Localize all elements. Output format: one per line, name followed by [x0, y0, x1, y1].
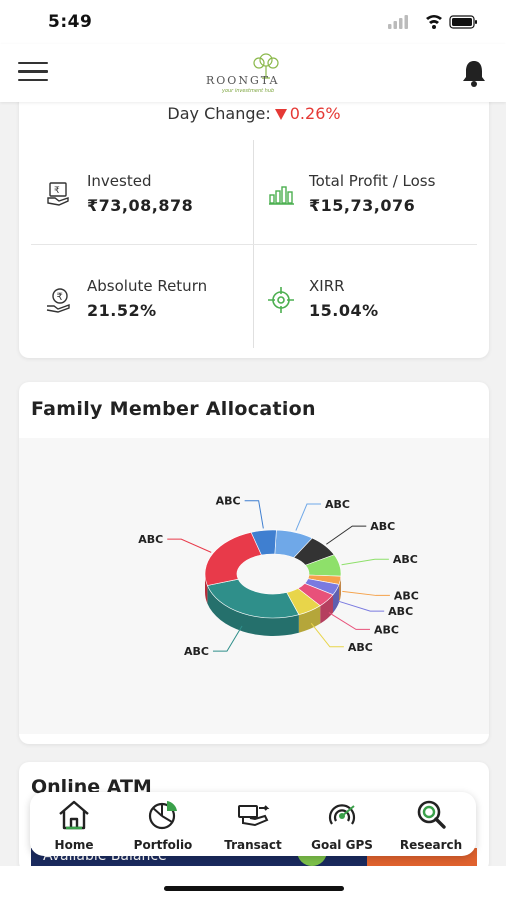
donut-side-6 [298, 605, 321, 633]
tab-research[interactable]: Research [391, 798, 471, 854]
donut-label-1: ABC [370, 520, 395, 533]
down-arrow-icon [274, 109, 287, 120]
signal-icon [388, 15, 408, 29]
donut-label-5: ABC [374, 623, 399, 636]
donut-leader-9 [244, 500, 264, 529]
status-time: 5:49 [48, 12, 93, 32]
donut-leader-5 [328, 612, 370, 630]
status-icons [388, 15, 477, 29]
donut-hole [237, 554, 309, 594]
donut-leader-1 [326, 525, 367, 545]
donut-label-6: ABC [348, 641, 373, 654]
donut-label-7: ABC [184, 645, 209, 658]
battery-icon [449, 15, 477, 29]
donut-label-3: ABC [394, 589, 419, 602]
tab-goal-gps[interactable]: Goal GPS [302, 798, 382, 854]
metric-label: Invested [87, 172, 152, 190]
tab-label: Home [54, 838, 94, 852]
donut-label-8: ABC [138, 533, 163, 546]
donut-label-2: ABC [393, 553, 418, 566]
donut-leader-3 [342, 590, 390, 596]
donut-label-4: ABC [388, 605, 413, 618]
bell-icon[interactable] [460, 58, 488, 88]
money-hand-icon: ₹ [47, 182, 69, 206]
day-change-label: Day Change: [167, 104, 271, 123]
goal-gps-icon [328, 804, 356, 825]
metric-label: Absolute Return [87, 277, 208, 295]
tab-transact[interactable]: Transact [213, 798, 293, 854]
svg-text:₹: ₹ [57, 292, 63, 303]
portfolio-summary-card: Day Change: 0.26% ₹ Invested ₹73,08,878 T… [19, 96, 489, 358]
pie-chart-icon [148, 801, 177, 830]
donut-leader-7 [212, 625, 243, 652]
day-change-value: 0.26% [289, 104, 341, 123]
family-allocation-title: Family Member Allocation [31, 398, 316, 420]
metric-value: ₹15,73,076 [309, 196, 416, 215]
tab-home[interactable]: Home [34, 798, 114, 854]
bottom-tab-bar: Home Portfolio Transact Goal GPS Researc… [30, 792, 476, 856]
metric-label: Total Profit / Loss [309, 172, 436, 190]
tab-label: Portfolio [133, 838, 193, 852]
transact-hand-icon [238, 805, 270, 827]
research-magnifier-icon [417, 800, 446, 829]
tree-logo-icon [253, 53, 279, 79]
rupee-hand-icon: ₹ [46, 288, 70, 313]
donut-label-0: ABC [325, 498, 350, 511]
home-indicator [164, 886, 344, 891]
metric-value: 15.04% [309, 301, 379, 320]
metric-label: XIRR [309, 277, 345, 295]
donut-leader-4 [338, 600, 385, 612]
donut-side-3 [339, 576, 341, 603]
logo-tagline: your investment hub [222, 88, 275, 94]
donut-side-8 [205, 574, 208, 604]
target-icon [268, 287, 294, 313]
status-bar: 5:49 [0, 0, 506, 44]
roongta-logo: ROONGTA your investment hub [198, 50, 302, 98]
donut-leader-2 [341, 558, 389, 566]
donut-leader-6 [310, 623, 344, 648]
logo-brand: ROONGTA [206, 74, 280, 87]
donut-leader-0 [295, 503, 321, 531]
donut-side-7 [207, 585, 299, 636]
home-icon [59, 800, 89, 830]
tab-label: Transact [224, 838, 282, 852]
family-allocation-chart: ABC ABC ABC ABC ABC ABC ABC ABC ABC ABC [19, 438, 489, 734]
app-header: ROONGTA your investment hub [0, 44, 506, 102]
donut-label-9: ABC [216, 495, 241, 508]
family-allocation-card: Family Member Allocation ABC ABC ABC ABC ABC… [19, 382, 489, 744]
horizontal-divider [31, 244, 477, 245]
bottom-safe-area [0, 866, 506, 900]
tab-label: Goal GPS [311, 838, 373, 852]
bar-growth-icon [269, 186, 294, 205]
day-change: Day Change: 0.26% [19, 104, 489, 123]
donut-side-4 [333, 584, 340, 613]
donut-leader-8 [167, 538, 212, 553]
donut-side-5 [320, 594, 334, 624]
metric-value: 21.52% [87, 301, 157, 320]
metric-value: ₹73,08,878 [87, 196, 194, 215]
tab-portfolio[interactable]: Portfolio [123, 798, 203, 854]
wifi-icon [426, 15, 442, 29]
menu-icon[interactable] [18, 62, 48, 82]
tab-label: Research [399, 838, 463, 852]
svg-text:₹: ₹ [54, 186, 60, 196]
